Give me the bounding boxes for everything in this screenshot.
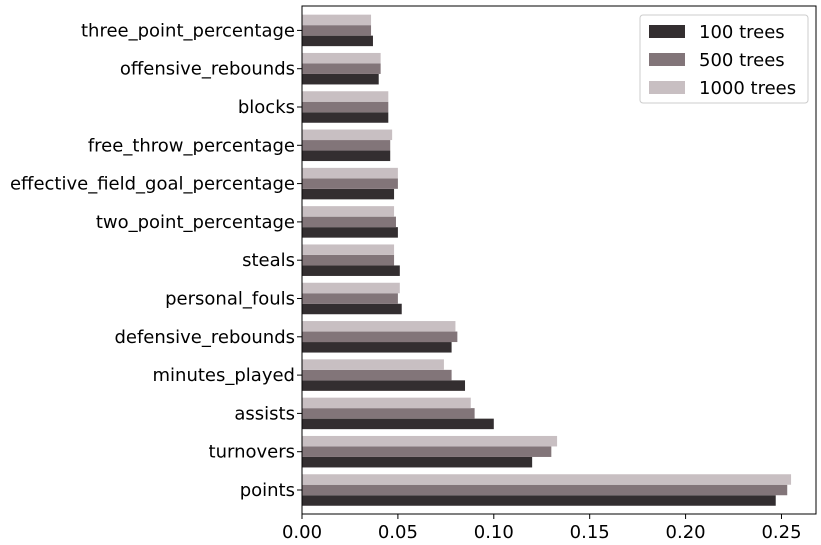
bar-free_throw_percentage-2 bbox=[302, 140, 390, 151]
legend-swatch bbox=[649, 53, 685, 66]
bar-points-1 bbox=[302, 495, 776, 506]
bar-offensive_rebounds-3 bbox=[302, 53, 381, 64]
y-tick-label: turnovers bbox=[209, 442, 295, 463]
bar-turnovers-2 bbox=[302, 446, 551, 457]
y-axis-ticks: points turnovers assists minutes_played defe… bbox=[10, 20, 302, 501]
y-tick-label: two_point_percentage bbox=[96, 212, 295, 233]
bar-effective_field_goal_percentage-2 bbox=[302, 178, 398, 189]
bar-minutes_played-1 bbox=[302, 380, 465, 391]
bar-minutes_played-3 bbox=[302, 359, 444, 370]
bar-personal_fouls-3 bbox=[302, 283, 400, 294]
bar-two_point_percentage-1 bbox=[302, 227, 398, 238]
y-tick-label: minutes_played bbox=[153, 365, 295, 386]
bar-assists-2 bbox=[302, 408, 475, 419]
bar-points-2 bbox=[302, 485, 787, 496]
legend: 100 trees 500 trees 1000 trees bbox=[640, 15, 808, 103]
legend-swatch bbox=[649, 25, 685, 38]
bar-blocks-3 bbox=[302, 91, 388, 102]
y-tick-label: personal_fouls bbox=[165, 289, 295, 310]
bar-two_point_percentage-2 bbox=[302, 217, 396, 228]
bar-offensive_rebounds-1 bbox=[302, 74, 379, 85]
legend-label: 100 trees bbox=[699, 22, 785, 43]
bar-effective_field_goal_percentage-3 bbox=[302, 168, 398, 179]
bar-three_point_percentage-1 bbox=[302, 36, 373, 47]
y-tick-label: three_point_percentage bbox=[81, 20, 295, 41]
bar-steals-3 bbox=[302, 244, 394, 255]
legend-swatch bbox=[649, 81, 685, 94]
x-tick-label: 0.20 bbox=[666, 522, 706, 543]
bar-three_point_percentage-2 bbox=[302, 25, 371, 36]
legend-label: 1000 trees bbox=[699, 78, 796, 99]
bar-turnovers-3 bbox=[302, 436, 557, 447]
y-tick-label: assists bbox=[234, 403, 295, 424]
y-tick-label: steals bbox=[242, 250, 295, 271]
y-tick-label: blocks bbox=[238, 97, 295, 118]
x-tick-label: 0.10 bbox=[474, 522, 514, 543]
bar-offensive_rebounds-2 bbox=[302, 63, 381, 73]
bar-defensive_rebounds-2 bbox=[302, 332, 457, 343]
bar-turnovers-1 bbox=[302, 457, 532, 468]
legend-label: 500 trees bbox=[699, 50, 785, 71]
bar-assists-1 bbox=[302, 419, 494, 430]
x-tick-label: 0.05 bbox=[378, 522, 418, 543]
y-tick-label: effective_field_goal_percentage bbox=[10, 174, 295, 195]
bar-assists-3 bbox=[302, 398, 471, 409]
bar-personal_fouls-1 bbox=[302, 304, 402, 315]
x-tick-label: 0.15 bbox=[570, 522, 610, 543]
bar-steals-1 bbox=[302, 265, 400, 276]
bar-steals-2 bbox=[302, 255, 394, 266]
bar-blocks-2 bbox=[302, 102, 388, 113]
x-axis-ticks: 0.00 0.05 0.10 0.15 0.20 0.25 bbox=[282, 514, 802, 543]
bar-defensive_rebounds-1 bbox=[302, 342, 452, 353]
bar-defensive_rebounds-3 bbox=[302, 321, 455, 332]
x-tick-label: 0.25 bbox=[761, 522, 801, 543]
y-tick-label: defensive_rebounds bbox=[114, 327, 295, 348]
bar-effective_field_goal_percentage-1 bbox=[302, 189, 394, 200]
bar-points-3 bbox=[302, 474, 791, 485]
y-tick-label: offensive_rebounds bbox=[120, 59, 295, 80]
bar-three_point_percentage-3 bbox=[302, 15, 371, 26]
y-tick-label: free_throw_percentage bbox=[88, 135, 295, 156]
y-tick-label: points bbox=[240, 480, 295, 501]
bar-two_point_percentage-3 bbox=[302, 206, 394, 217]
bar-blocks-1 bbox=[302, 112, 388, 123]
bar-free_throw_percentage-1 bbox=[302, 151, 390, 162]
bar-minutes_played-2 bbox=[302, 370, 452, 381]
bar-personal_fouls-2 bbox=[302, 293, 398, 304]
x-tick-label: 0.00 bbox=[282, 522, 322, 543]
bar-free_throw_percentage-3 bbox=[302, 130, 392, 141]
